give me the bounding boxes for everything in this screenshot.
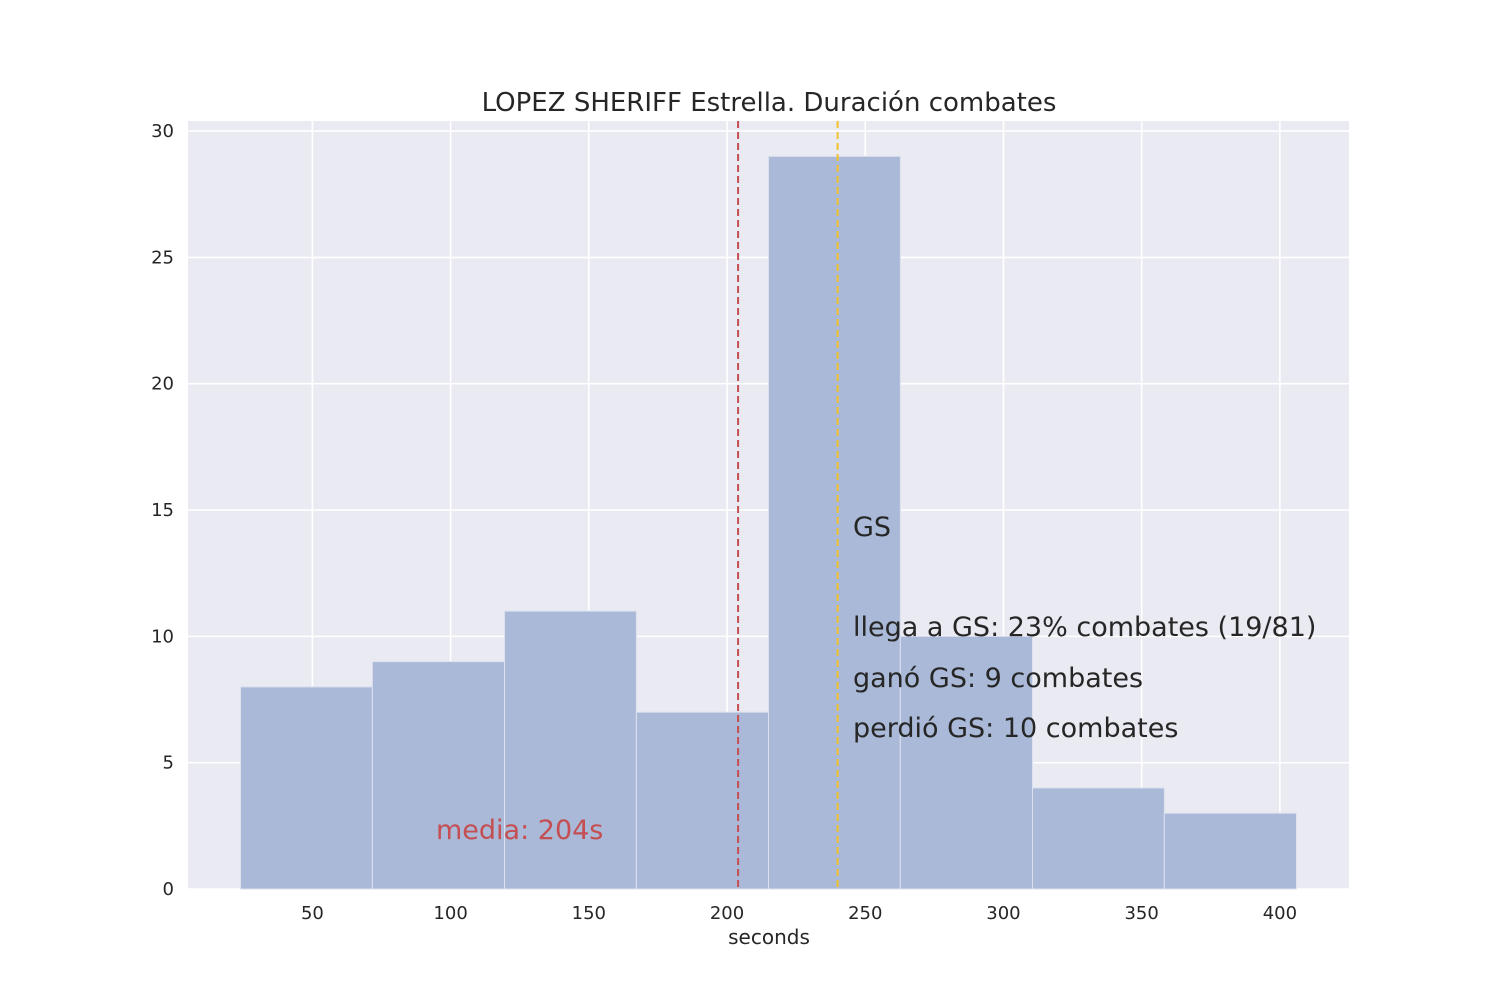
- reach-gs-annotation: llega a GS: 23% combates (19/81): [853, 612, 1316, 643]
- histogram-bar: [504, 610, 637, 890]
- histogram-bar: [635, 711, 769, 890]
- x-axis-label: seconds: [728, 925, 810, 949]
- histogram-bar: [1031, 787, 1165, 890]
- x-tick-label: 200: [710, 903, 744, 924]
- y-tick-label: 10: [151, 626, 174, 647]
- gs-annotation: GS: [853, 512, 891, 543]
- mean-annotation: media: 204s: [436, 815, 603, 846]
- x-tick-label: 50: [301, 903, 324, 924]
- y-tick-label: 25: [151, 247, 174, 268]
- won-gs-annotation: ganó GS: 9 combates: [853, 663, 1143, 694]
- x-tick-label: 400: [1263, 903, 1297, 924]
- y-tick-label: 5: [163, 753, 174, 774]
- y-axis-ticks: 0 5 10 15 20 25 30: [151, 121, 174, 900]
- x-tick-label: 250: [848, 903, 882, 924]
- x-tick-label: 150: [572, 903, 606, 924]
- lost-gs-annotation: perdió GS: 10 combates: [853, 713, 1178, 744]
- y-tick-label: 30: [151, 121, 174, 142]
- x-tick-label: 350: [1124, 903, 1158, 924]
- histogram-bar: [768, 155, 901, 890]
- chart-title: LOPEZ SHERIFF Estrella. Duración combate…: [482, 88, 1057, 118]
- y-tick-label: 20: [151, 374, 174, 395]
- x-tick-label: 100: [433, 903, 467, 924]
- histogram-bars: [240, 155, 1297, 890]
- y-tick-label: 0: [163, 879, 174, 900]
- histogram-bar: [240, 686, 373, 890]
- y-tick-label: 15: [151, 500, 174, 521]
- histogram-bar: [1163, 812, 1297, 890]
- x-axis-ticks: 50 100 150 200 250 300 350 400: [301, 903, 1297, 924]
- x-tick-label: 300: [986, 903, 1020, 924]
- reference-lines: [737, 121, 839, 889]
- histogram-bar: [371, 661, 506, 890]
- histogram-bar: [899, 635, 1033, 890]
